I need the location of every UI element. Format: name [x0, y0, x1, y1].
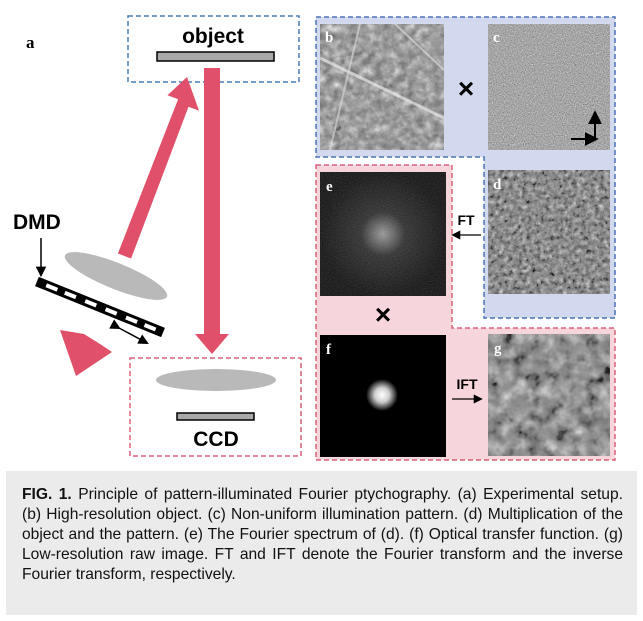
caption-text: Principle of pattern-illuminated Fourier…: [22, 486, 623, 583]
dmd-motion-arrow: [109, 319, 149, 344]
dmd-lens: [64, 252, 168, 300]
ccd-sensor: [176, 412, 255, 421]
ift-label: IFT: [457, 376, 478, 392]
figure-caption: FIG. 1. Principle of pattern-illuminated…: [6, 471, 637, 615]
object-label: object: [182, 25, 244, 48]
object-plate: [156, 51, 275, 62]
panel-g-raw-image: g: [488, 334, 610, 456]
figure-illustration: a object CCD DMD b × c: [13, 15, 616, 461]
panel-c-illumination-pattern: c: [488, 24, 610, 150]
ccd-label: CCD: [193, 428, 239, 451]
panel-b-object-image: b: [319, 23, 445, 151]
ccd-box: [129, 357, 302, 457]
panel-label-a: a: [26, 33, 35, 52]
beam-object-to-ccd: [195, 68, 229, 354]
panel-label-b: b: [325, 30, 333, 46]
panel-d-multiplied-image: d: [488, 170, 610, 294]
caption-label: FIG. 1.: [22, 486, 72, 503]
beam-input: [60, 330, 112, 376]
dmd-label: DMD: [13, 211, 61, 234]
panel-label-f: f: [326, 342, 332, 358]
ft-label: FT: [457, 212, 475, 228]
multiply-sign-e-f: ×: [375, 299, 391, 330]
panel-e-fourier-spectrum: e: [320, 172, 446, 296]
panel-label-e: e: [326, 179, 333, 195]
panel-label-c: c: [493, 30, 500, 46]
axes-icon: [571, 110, 602, 146]
panel-f-optical-transfer-function: f: [320, 335, 446, 457]
ccd-lens: [156, 369, 276, 391]
panel-label-g: g: [494, 341, 502, 357]
beam-dmd-to-object: [117, 77, 200, 259]
panel-label-d: d: [493, 177, 502, 193]
multiply-sign-b-c: ×: [458, 73, 474, 104]
